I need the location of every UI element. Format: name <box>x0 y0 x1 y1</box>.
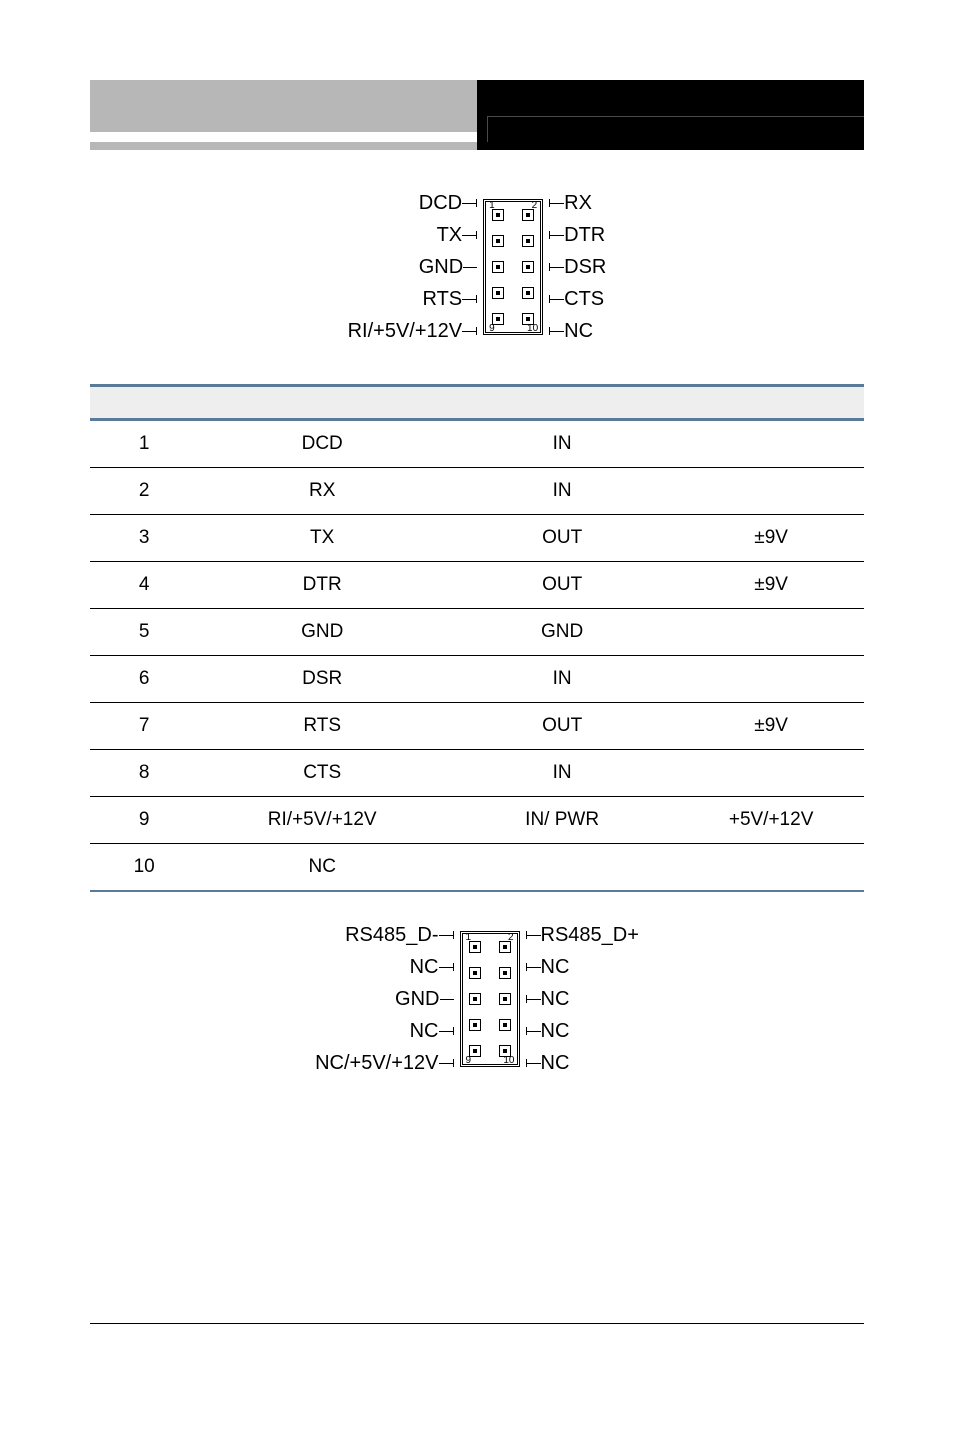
table-header-row <box>90 386 864 420</box>
pinout1-right-2: DSR <box>564 256 606 279</box>
pinout-diagram-rs485: RS485_D- NC GND NC NC/+5V/+12V 1 2 9 10 … <box>90 922 864 1076</box>
th-name <box>198 386 446 420</box>
table-row: 9RI/+5V/+12VIN/ PWR+5V/+12V <box>90 797 864 844</box>
pinout1-left-0: DCD <box>419 192 462 215</box>
table-row: 10NC <box>90 844 864 892</box>
pinout1-right-1: DTR <box>564 224 605 247</box>
pinout1-left-1: TX <box>437 224 463 247</box>
table-body: 1DCDIN 2RXIN 3TXOUT±9V 4DTROUT±9V 5GNDGN… <box>90 420 864 892</box>
pinout2-right-3: NC <box>541 1020 570 1043</box>
th-pin <box>90 386 198 420</box>
pinout2-left-4: NC/+5V/+12V <box>315 1052 438 1075</box>
pinout1-right-0: RX <box>564 192 592 215</box>
header-left-block <box>90 80 477 150</box>
pinout2-connector: 1 2 9 10 <box>460 931 520 1067</box>
th-dir <box>446 386 678 420</box>
table-row: 5GNDGND <box>90 609 864 656</box>
pinout2-right-4: NC <box>541 1052 570 1075</box>
pinout1-right-labels: RX DTR DSR CTS NC <box>549 190 606 344</box>
th-level <box>678 386 864 420</box>
pinout1-right-3: CTS <box>564 288 604 311</box>
page-header <box>90 80 864 150</box>
pinout2-left-2: GND <box>395 988 439 1011</box>
table-row: 8CTSIN <box>90 750 864 797</box>
table-row: 7RTSOUT±9V <box>90 703 864 750</box>
table-row: 4DTROUT±9V <box>90 562 864 609</box>
pinout2-right-1: NC <box>541 956 570 979</box>
table-row: 2RXIN <box>90 468 864 515</box>
table-row: 6DSRIN <box>90 656 864 703</box>
pinout1-left-2: GND <box>419 256 463 279</box>
pinout1-left-3: RTS <box>423 288 463 311</box>
pinout1-left-4: RI/+5V/+12V <box>348 320 463 343</box>
header-right-inner-border <box>487 116 864 142</box>
pinout1-left-labels: DCD TX GND RTS RI/+5V/+12V <box>348 190 478 344</box>
pin-table: 1DCDIN 2RXIN 3TXOUT±9V 4DTROUT±9V 5GNDGN… <box>90 384 864 892</box>
pinout2-right-labels: RS485_D+ NC NC NC NC <box>526 922 639 1076</box>
table-row: 1DCDIN <box>90 420 864 468</box>
pinout2-left-1: NC <box>410 956 439 979</box>
page-container: DCD TX GND RTS RI/+5V/+12V 1 2 9 10 RX D… <box>0 0 954 1156</box>
pinout1-connector: 1 2 9 10 <box>483 199 543 335</box>
pinout2-left-3: NC <box>410 1020 439 1043</box>
header-right-block <box>477 80 864 150</box>
pinout2-left-0: RS485_D- <box>345 924 438 947</box>
pinout2-right-0: RS485_D+ <box>541 924 639 947</box>
pinout-diagram-rs232: DCD TX GND RTS RI/+5V/+12V 1 2 9 10 RX D… <box>90 190 864 344</box>
pinout2-right-2: NC <box>541 988 570 1011</box>
table-row: 3TXOUT±9V <box>90 515 864 562</box>
pinout1-right-4: NC <box>564 320 593 343</box>
pinout2-left-labels: RS485_D- NC GND NC NC/+5V/+12V <box>315 922 453 1076</box>
footer-rule <box>90 1323 864 1324</box>
